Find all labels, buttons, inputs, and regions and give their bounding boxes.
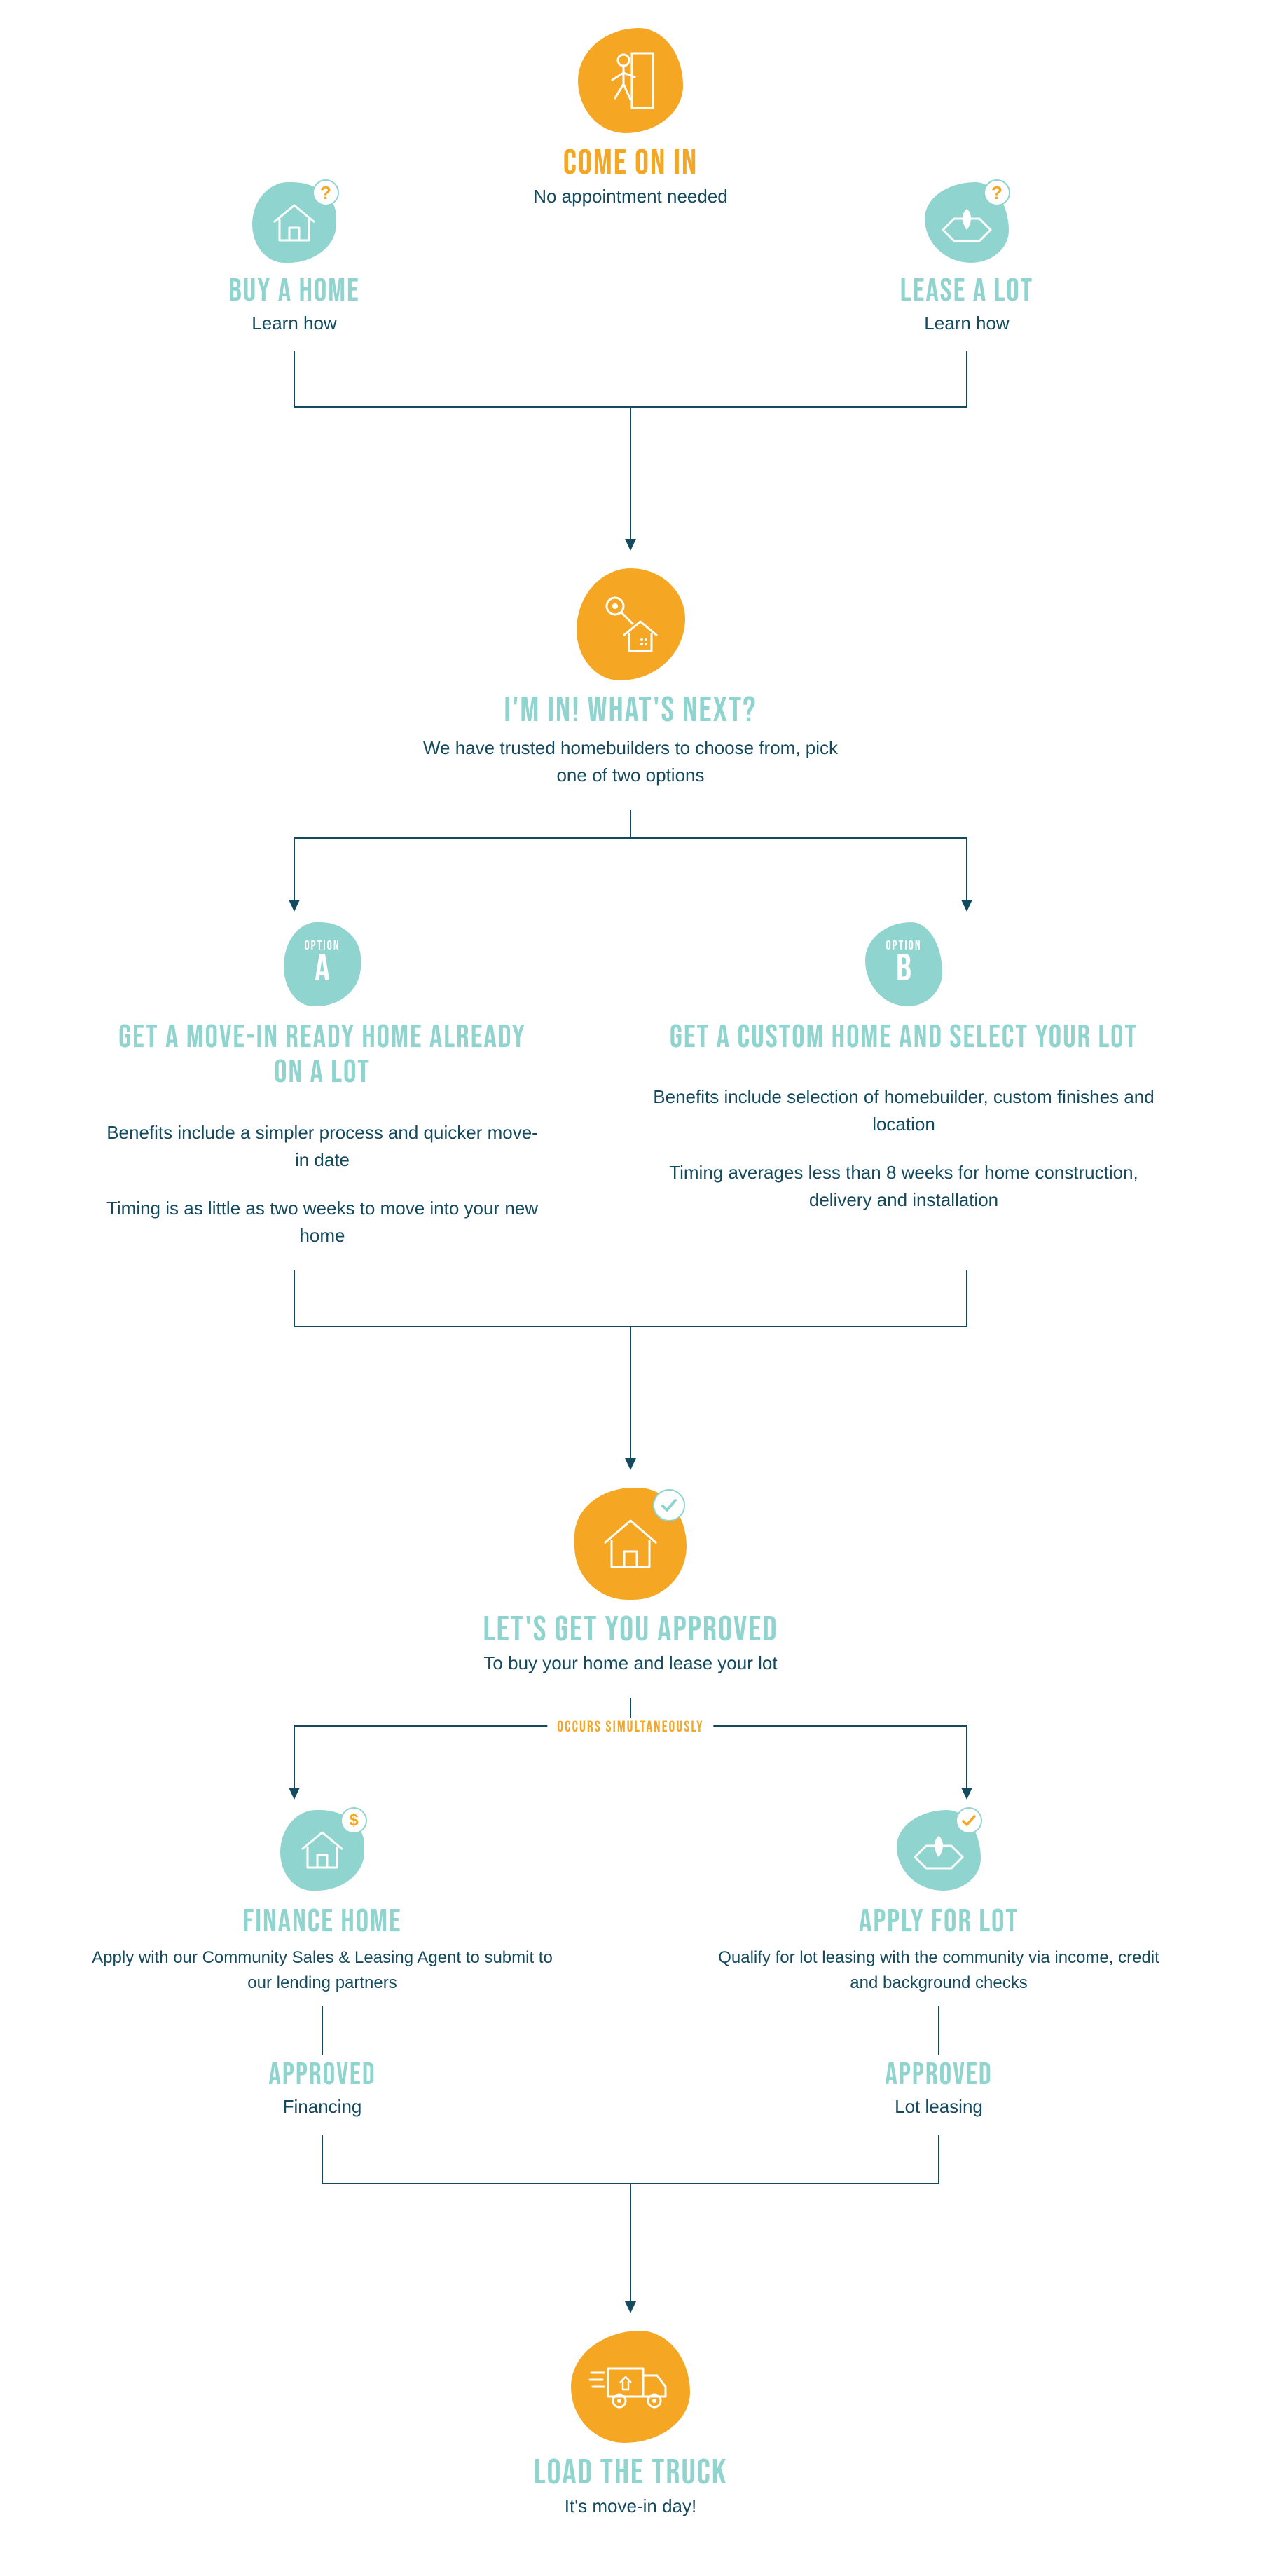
option-b-body1: Benefits include selection of homebuilde…	[652, 1083, 1156, 1138]
option-b-badge: OPTION B	[865, 922, 942, 1006]
option-a-body1: Benefits include a simpler process and q…	[105, 1119, 539, 1174]
finance-title: FINANCE HOME	[91, 1905, 553, 1940]
connector-5	[210, 2135, 1051, 2317]
step-load-truck: LOAD THE TRUCK It's move-in day!	[315, 2331, 946, 2520]
connector-2	[210, 810, 1051, 915]
lot-pin-check-icon	[897, 1810, 981, 1891]
branch-lease-lot: ? LEASE A LOT Learn how	[855, 182, 1079, 337]
option-b-body2: Timing averages less than 8 weeks for ho…	[652, 1159, 1156, 1214]
key-house-icon	[577, 568, 685, 680]
house-check-icon	[574, 1488, 687, 1600]
step-whats-next: I'M IN! WHAT'S NEXT? We have trusted hom…	[315, 568, 946, 789]
connector-1	[210, 351, 1051, 554]
applylot-approved: APPROVED	[708, 2059, 1170, 2092]
moving-truck-icon	[571, 2331, 690, 2443]
finance-approved-sub: Financing	[91, 2093, 553, 2121]
lot-pin-question-icon: ?	[925, 182, 1009, 263]
step1-title: COME ON IN	[315, 144, 946, 183]
branch-buy-home: ? BUY A HOME Learn how	[182, 182, 406, 337]
step4-title: LOAD THE TRUCK	[315, 2454, 946, 2493]
buy-home-sub: Learn how	[182, 310, 406, 337]
occurs-simultaneously-label: OCCURS SIMULTANEOUSLY	[547, 1718, 713, 1736]
finance-home: $ FINANCE HOME Apply with our Community …	[91, 1810, 553, 2121]
option-a-badge: OPTION A	[284, 922, 361, 1006]
walk-in-door-icon	[578, 28, 683, 133]
house-dollar-icon: $	[280, 1810, 364, 1891]
step-approved: LET'S GET YOU APPROVED To buy your home …	[315, 1488, 946, 1677]
lease-lot-title: LEASE A LOT	[855, 274, 1079, 310]
step3-title: LET'S GET YOU APPROVED	[315, 1611, 946, 1650]
applylot-approved-sub: Lot leasing	[708, 2093, 1170, 2121]
step3-subtitle: To buy your home and lease your lot	[315, 1650, 946, 1677]
apply-for-lot: APPLY FOR LOT Qualify for lot leasing wi…	[708, 1810, 1170, 2121]
option-a-body2: Timing is as little as two weeks to move…	[105, 1195, 539, 1249]
finance-body: Apply with our Community Sales & Leasing…	[91, 1945, 553, 1996]
finance-approved: APPROVED	[91, 2059, 553, 2092]
applylot-title: APPLY FOR LOT	[708, 1905, 1170, 1940]
applylot-body: Qualify for lot leasing with the communi…	[708, 1945, 1170, 1996]
option-a: OPTION A GET A MOVE-IN READY HOME ALREAD…	[105, 922, 539, 1249]
buy-home-title: BUY A HOME	[182, 274, 406, 310]
option-a-title: GET A MOVE-IN READY HOME ALREADY ON A LO…	[105, 1020, 539, 1091]
option-b-title: GET A CUSTOM HOME AND SELECT YOUR LOT	[652, 1020, 1156, 1056]
house-question-icon: ?	[252, 182, 336, 263]
connector-3	[210, 1270, 1051, 1474]
step2-title: I'M IN! WHAT'S NEXT?	[315, 692, 946, 730]
lease-lot-sub: Learn how	[855, 310, 1079, 337]
step2-subtitle: We have trusted homebuilders to choose f…	[413, 734, 848, 789]
connector-4	[210, 1698, 1051, 1803]
step4-subtitle: It's move-in day!	[315, 2493, 946, 2520]
option-b: OPTION B GET A CUSTOM HOME AND SELECT YO…	[652, 922, 1156, 1249]
